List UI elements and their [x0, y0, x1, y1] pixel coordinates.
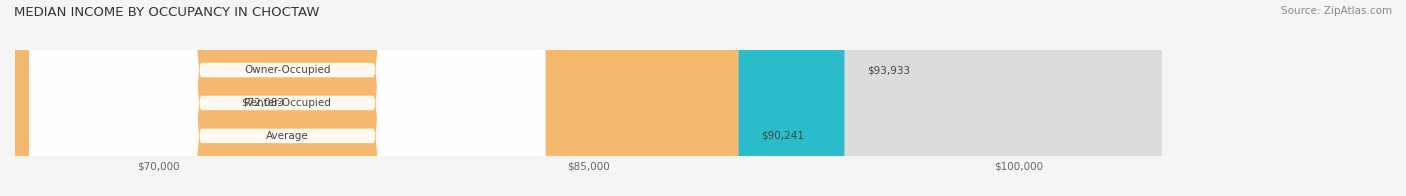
FancyBboxPatch shape	[30, 0, 546, 196]
Text: Source: ZipAtlas.com: Source: ZipAtlas.com	[1281, 6, 1392, 16]
FancyBboxPatch shape	[0, 0, 446, 196]
FancyBboxPatch shape	[15, 0, 1161, 196]
FancyBboxPatch shape	[15, 0, 738, 196]
FancyBboxPatch shape	[15, 0, 845, 196]
Text: $72,083: $72,083	[240, 98, 284, 108]
FancyBboxPatch shape	[30, 0, 546, 196]
FancyBboxPatch shape	[15, 0, 1161, 196]
Text: Owner-Occupied: Owner-Occupied	[245, 65, 330, 75]
Text: $93,933: $93,933	[868, 65, 911, 75]
FancyBboxPatch shape	[15, 0, 1161, 196]
Text: Renter-Occupied: Renter-Occupied	[243, 98, 330, 108]
Text: $90,241: $90,241	[762, 131, 804, 141]
Text: MEDIAN INCOME BY OCCUPANCY IN CHOCTAW: MEDIAN INCOME BY OCCUPANCY IN CHOCTAW	[14, 6, 319, 19]
Text: Average: Average	[266, 131, 309, 141]
FancyBboxPatch shape	[30, 0, 546, 196]
